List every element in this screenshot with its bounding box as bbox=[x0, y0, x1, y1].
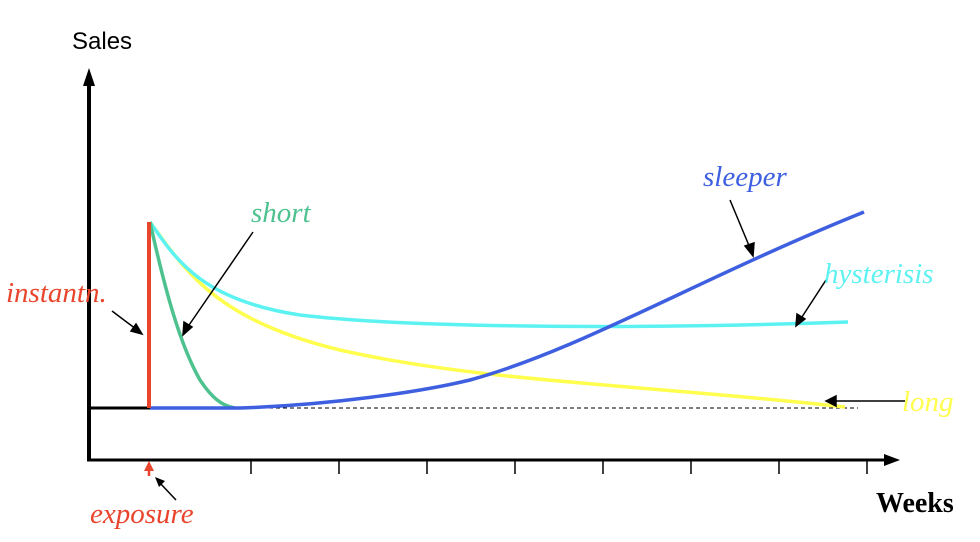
long-curve bbox=[148, 220, 846, 409]
hysteresis-pointer bbox=[799, 279, 827, 321]
short-pointer-head bbox=[182, 320, 194, 337]
sleeper-curve bbox=[150, 210, 865, 410]
exposure-arrowhead bbox=[144, 461, 154, 471]
sleeper-pointer bbox=[729, 199, 751, 249]
short-pointer bbox=[186, 231, 254, 329]
instantaneous-pointer bbox=[111, 310, 137, 330]
short-curve bbox=[148, 221, 236, 410]
hysteresis-pointer-head bbox=[795, 312, 807, 328]
exposure-pointer bbox=[158, 481, 177, 501]
pointer-arrows bbox=[111, 199, 905, 408]
long-label: long bbox=[902, 386, 954, 418]
y-axis-arrowhead bbox=[83, 68, 95, 86]
exposure-pointer-head bbox=[155, 477, 165, 487]
hysteresis-label: hysterisis bbox=[824, 258, 934, 290]
x-axis-label: Weeks bbox=[876, 488, 954, 519]
sleeper-pointer-head bbox=[743, 241, 755, 258]
exposure-label: exposure bbox=[90, 498, 194, 530]
short-label: short bbox=[251, 197, 312, 229]
instantaneous-pointer-head bbox=[129, 322, 144, 336]
instantaneous-label: instantn. bbox=[6, 277, 107, 309]
x-axis-ticks bbox=[250, 460, 868, 474]
sleeper-label: sleeper bbox=[703, 161, 787, 193]
axes bbox=[83, 68, 900, 474]
long-pointer-head bbox=[824, 394, 837, 408]
y-axis-label: Sales bbox=[72, 28, 132, 55]
exposure-marker bbox=[144, 461, 177, 501]
x-axis-arrowhead bbox=[884, 454, 900, 466]
hysteresis-curve bbox=[148, 221, 849, 329]
